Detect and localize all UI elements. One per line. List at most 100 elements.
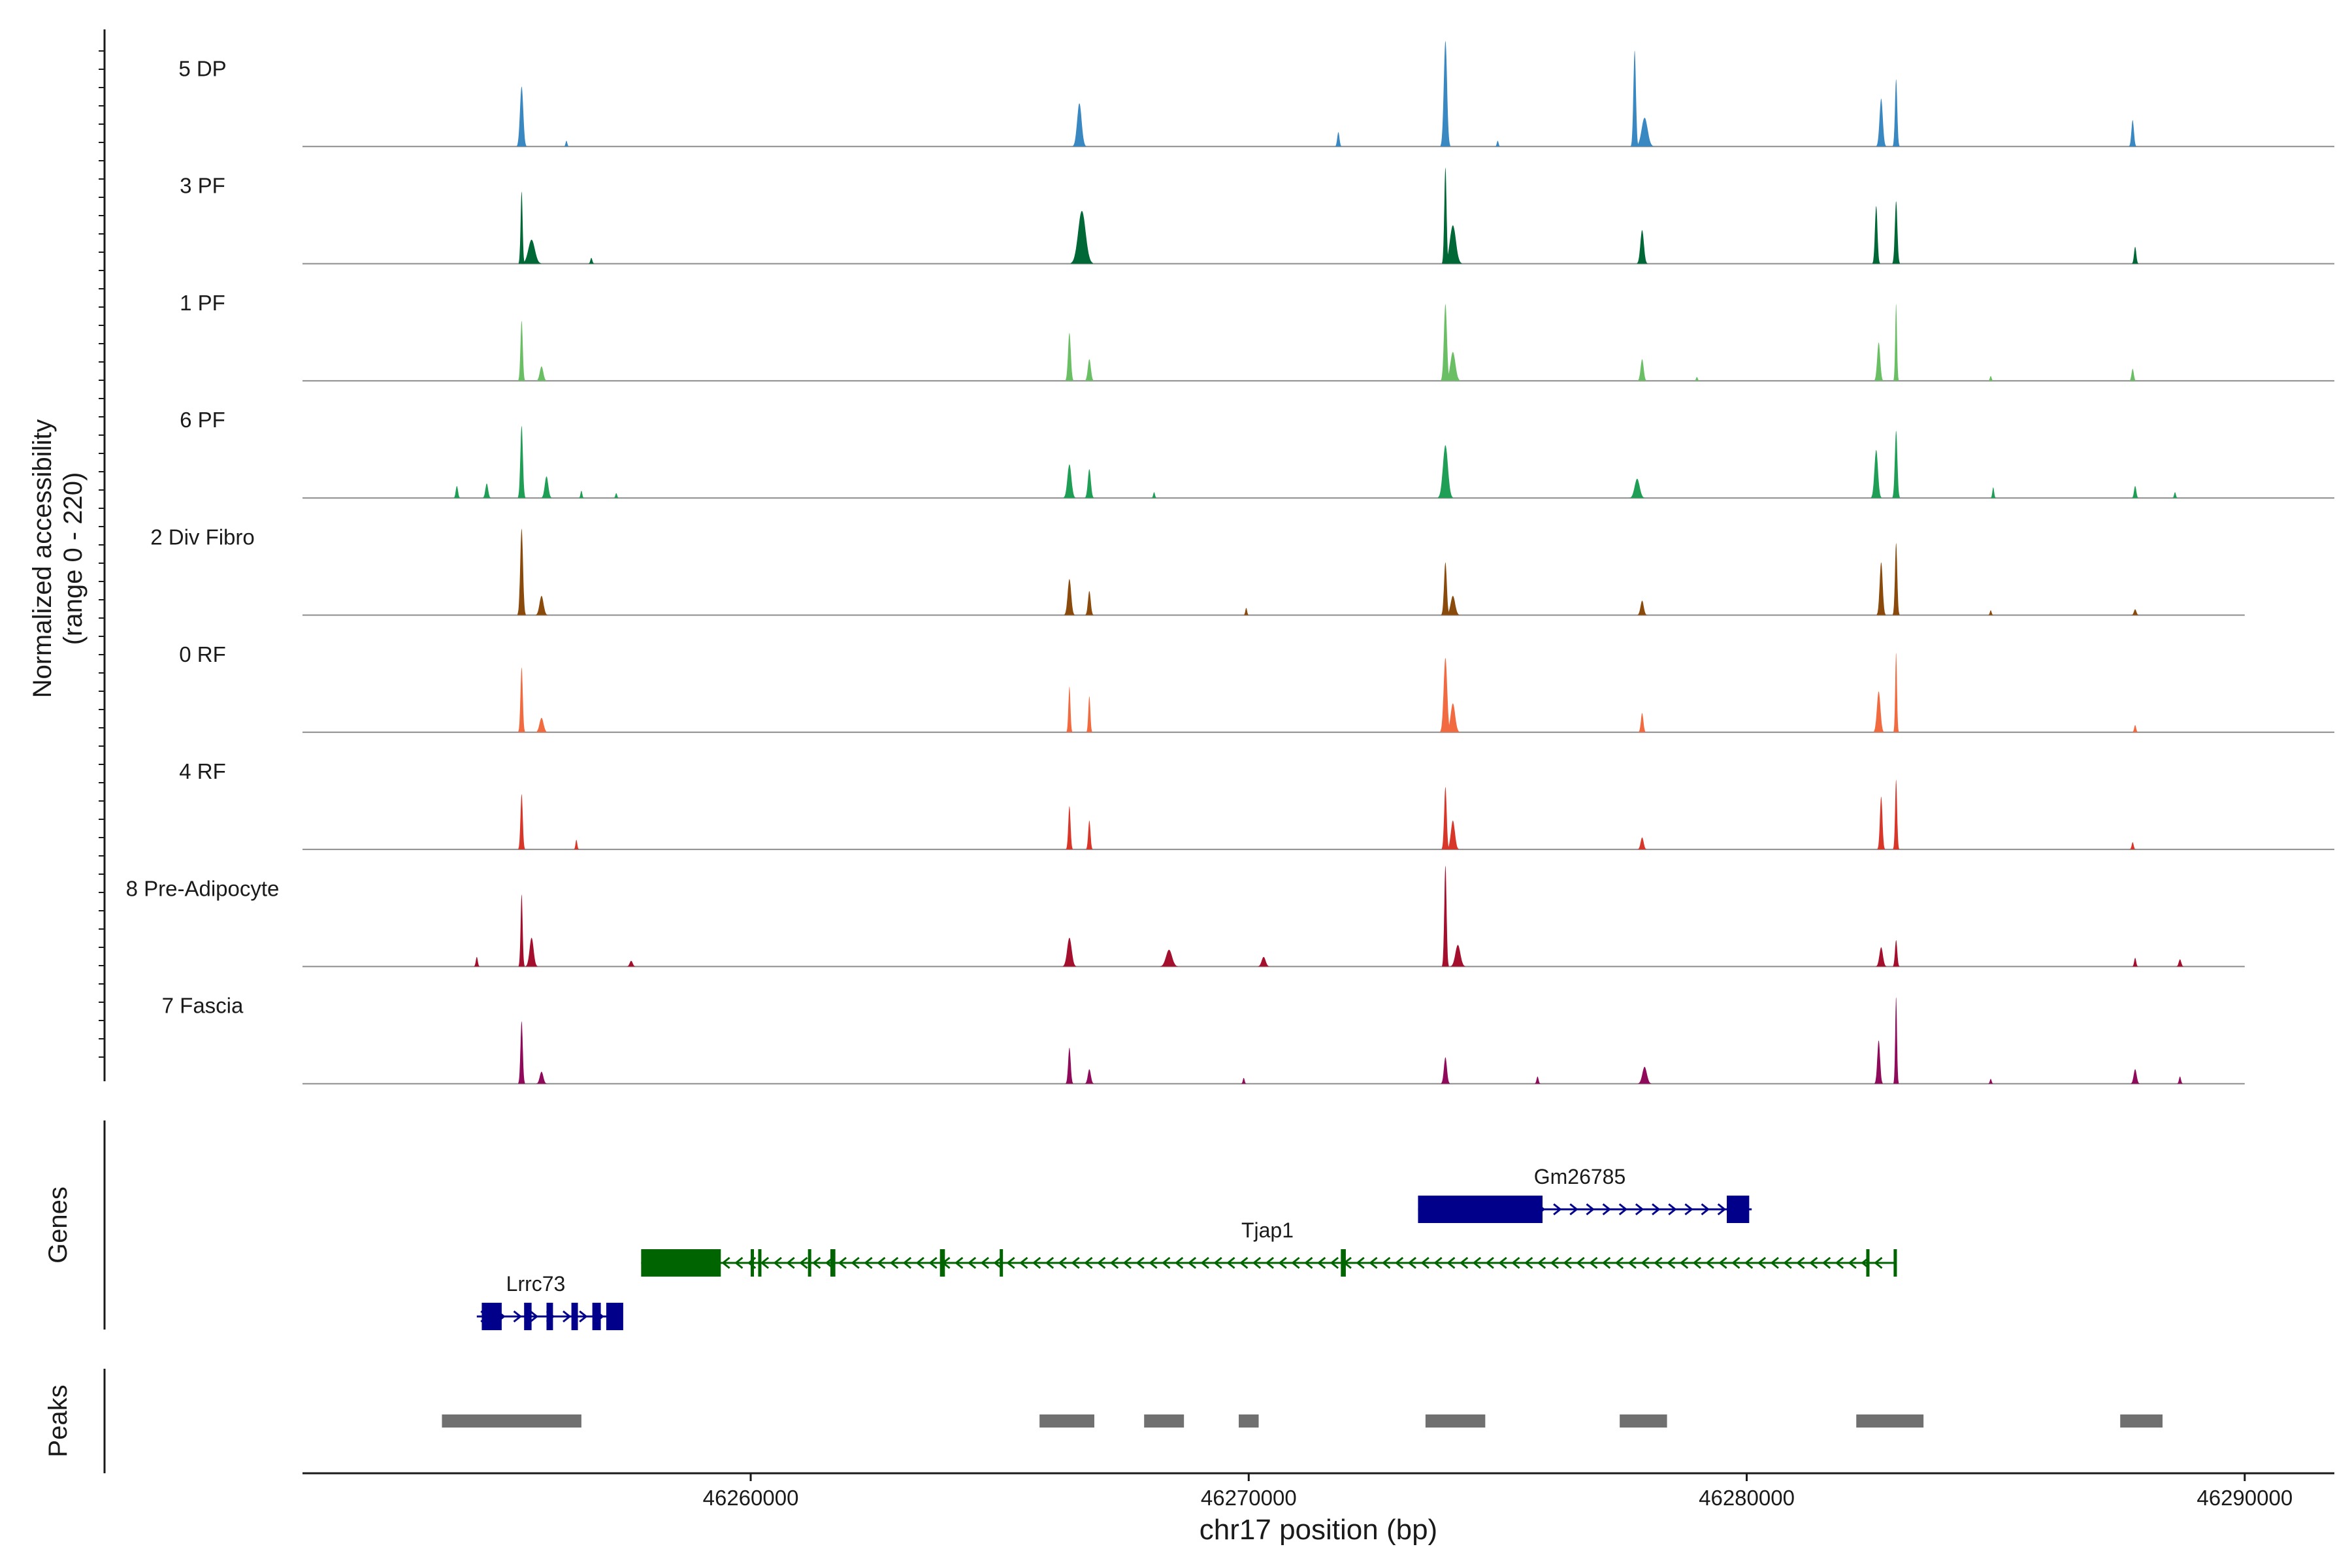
track-peaks [518,167,2139,264]
strand-arrow [1589,1256,1598,1269]
peak-region-bar [442,1414,581,1428]
gene-name-label: Tjap1 [1241,1218,1294,1242]
coverage-peak [1441,562,1450,615]
gene-exon [808,1249,811,1277]
coverage-peak [1243,608,1249,615]
coverage-peak [518,667,525,732]
coverage-peak [1893,543,1900,615]
coverage-peak [517,529,526,615]
gene-model: Lrrc73 [476,1272,623,1330]
coverage-peak [536,1071,547,1084]
strand-arrow [902,1256,912,1269]
peak-region-bar [1144,1414,1184,1428]
strand-arrow [1652,1203,1661,1216]
peaks-panel-label: Peaks [44,1384,73,1457]
track-label: 0 RF [179,642,226,666]
strand-arrow [993,1256,1002,1269]
strand-arrow [1705,1256,1714,1269]
strand-arrow [1874,1256,1883,1269]
strand-arrow [1356,1256,1365,1269]
strand-arrow [1291,1256,1300,1269]
coverage-peak [1874,1040,1883,1084]
coverage-peak [1064,579,1075,615]
x-tick-label: 46290000 [2197,1486,2293,1510]
coverage-peak [1437,445,1453,498]
coverage-peak [1446,596,1460,615]
strand-arrow [1316,1256,1326,1269]
coverage-peak [1066,1047,1073,1084]
gene-exon [571,1303,578,1330]
strand-arrow [1757,1256,1767,1269]
gene-exon [546,1303,553,1330]
coverage-peak [1629,478,1645,498]
coverage-peak [1450,945,1465,967]
strand-arrow [1667,1256,1676,1269]
coverage-peak [1893,939,1900,967]
gene-exon [482,1303,502,1330]
strand-arrow [1084,1256,1093,1269]
coverage-peak [1893,79,1900,147]
gene-name-label: Lrrc73 [506,1272,566,1296]
track-label: 8 Pre-Adipocyte [126,876,280,900]
strand-arrow [1627,1256,1637,1269]
x-tick-label: 46280000 [1699,1486,1795,1510]
coverage-peak [1160,949,1178,967]
coverage-peak [518,894,525,967]
coverage-peak [1637,837,1647,850]
coverage-peak [1892,431,1900,498]
coverage-peak [1446,703,1460,732]
coverage-peak [2129,120,2136,147]
strand-arrow [1770,1256,1779,1269]
coverage-peak [2132,725,2138,732]
y-axis-label-line1: Normalized accessibility [28,419,57,698]
strand-arrow [1006,1256,1015,1269]
coverage-peak [1872,206,1880,264]
coverage-peak [518,191,525,264]
coverage-peak [1637,600,1647,615]
strand-arrow [1433,1256,1443,1269]
peak-region-bar [2120,1414,2163,1428]
strand-arrow [1511,1256,1520,1269]
gene-exon [1418,1196,1543,1223]
strand-arrow [1278,1256,1287,1269]
gene-exon [592,1303,601,1330]
coverage-peak [2132,485,2139,498]
coverage-y-axis-ticks [99,50,105,1058]
strand-arrow [1701,1203,1710,1216]
coverage-peak [1085,359,1094,381]
track-peaks [474,865,2184,967]
strand-arrow [955,1256,964,1269]
gene-exon [1341,1249,1346,1277]
coverage-track: 5 DP [178,41,2334,148]
coverage-peak [1990,487,1996,498]
strand-arrow [1304,1256,1313,1269]
coverage-track: 1 PF [180,291,2334,382]
strand-arrow [889,1256,899,1269]
coverage-peak [613,493,619,498]
coverage-peak [1446,820,1459,850]
strand-arrow [1635,1203,1644,1216]
coverage-track: 6 PF [180,408,2334,499]
gene-model: Gm26785 [1418,1165,1752,1223]
strand-arrow [786,1256,795,1269]
strand-arrow [1618,1203,1628,1216]
strand-arrow [1679,1256,1689,1269]
strand-arrow [1602,1203,1611,1216]
genes-panel-label: Genes [44,1186,73,1264]
strand-arrow [1109,1256,1119,1269]
strand-arrow [773,1256,782,1269]
coverage-peak [2129,842,2136,850]
coverage-peak [517,425,526,498]
strand-arrow [1369,1256,1378,1269]
strand-arrow [1586,1203,1595,1216]
strand-arrow [1407,1256,1417,1269]
coverage-peak [1085,469,1094,498]
strand-arrow [1717,1203,1727,1216]
track-label: 7 Fascia [162,994,244,1018]
coverage-peak [518,320,525,381]
coverage-peak [2129,368,2136,381]
gene-exon [1866,1249,1870,1277]
coverage-peak [1445,351,1461,381]
strand-arrow [838,1256,847,1269]
strand-arrow [1796,1256,1805,1269]
